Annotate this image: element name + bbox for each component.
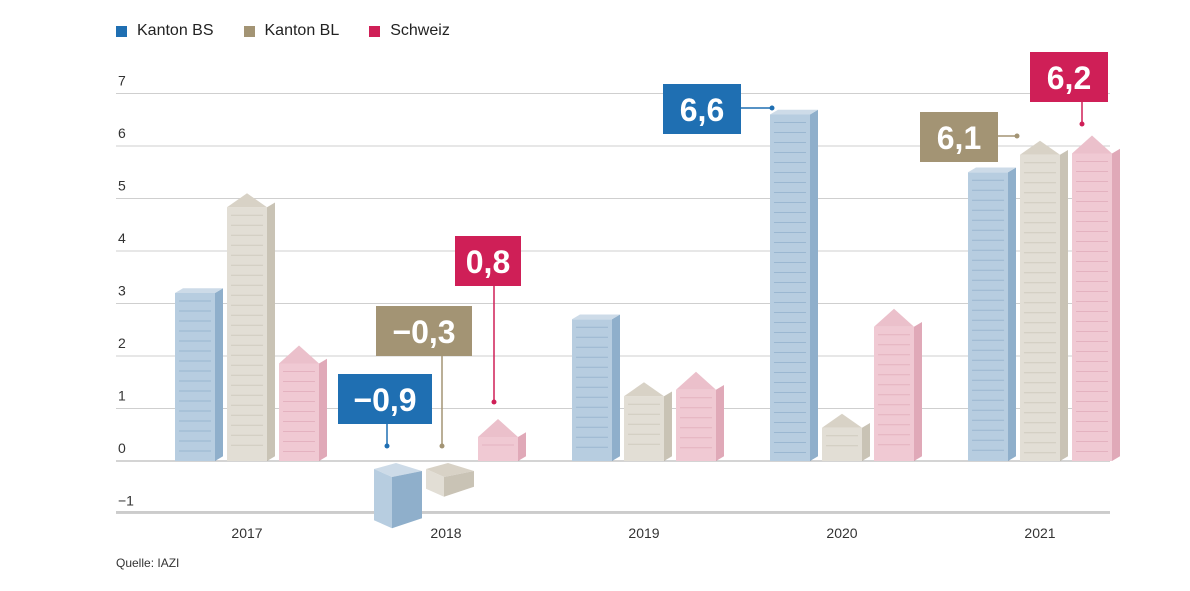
bar-side xyxy=(319,358,327,461)
bar xyxy=(968,172,1008,461)
data-label-box xyxy=(920,112,998,162)
data-label: 6,6 xyxy=(680,92,724,128)
data-label-dot xyxy=(769,105,775,111)
y-tick-label: 5 xyxy=(118,178,126,194)
x-tick-label: 2019 xyxy=(628,525,659,541)
legend-item-kanton-bl: Kanton BL xyxy=(243,22,340,40)
data-label: 0,8 xyxy=(466,244,510,280)
x-tick-label: 2017 xyxy=(231,525,262,541)
legend-swatch-schweiz xyxy=(369,25,381,37)
data-label: −0,9 xyxy=(353,382,416,418)
bar xyxy=(279,363,319,461)
bar xyxy=(426,469,444,497)
source-note: Quelle: IAZI xyxy=(116,556,180,570)
legend-label-kanton-bs: Kanton BS xyxy=(137,22,214,39)
bar xyxy=(1072,153,1112,461)
bar-roof xyxy=(572,314,620,320)
legend-label-kanton-bl: Kanton BL xyxy=(264,22,340,39)
bar-roof xyxy=(968,167,1016,173)
bar-roof xyxy=(770,109,818,115)
bar-roof xyxy=(175,288,223,293)
bar xyxy=(374,469,392,529)
bar-roof xyxy=(822,413,862,428)
y-tick-label: 2 xyxy=(118,335,126,351)
bar-side xyxy=(392,471,422,529)
bar xyxy=(478,437,518,461)
bar xyxy=(572,319,612,461)
legend: Kanton BS Kanton BL Schweiz xyxy=(116,22,450,40)
bar-side xyxy=(1112,148,1120,461)
data-label-box xyxy=(663,84,741,134)
bar-roof xyxy=(1072,135,1112,154)
y-tick-label: 7 xyxy=(118,73,126,89)
legend-item-schweiz: Schweiz xyxy=(369,22,450,40)
data-label-box xyxy=(376,306,472,356)
bar-side xyxy=(664,391,672,461)
data-label: 6,1 xyxy=(937,120,981,156)
bar xyxy=(822,427,862,461)
bar-side xyxy=(518,432,526,461)
bar-roof xyxy=(227,193,267,208)
y-tick-label: 1 xyxy=(118,388,126,404)
data-label: 6,2 xyxy=(1047,60,1091,96)
data-label-box xyxy=(455,236,521,286)
bar xyxy=(874,326,914,461)
bar xyxy=(227,207,267,461)
legend-item-kanton-bs: Kanton BS xyxy=(116,22,214,40)
bar-top-face xyxy=(374,463,422,477)
y-tick-label: 6 xyxy=(118,125,126,141)
bar xyxy=(676,389,716,461)
x-tick-label: 2018 xyxy=(430,525,461,541)
bar xyxy=(1020,154,1060,461)
data-label: −0,3 xyxy=(392,314,455,350)
bar-roof xyxy=(624,382,664,397)
legend-label-schweiz: Schweiz xyxy=(390,22,450,39)
data-label-dot xyxy=(384,443,390,449)
y-tick-label: −1 xyxy=(118,493,134,509)
bar-side xyxy=(810,109,818,461)
data-label-dot xyxy=(491,399,497,405)
bar-roof xyxy=(279,345,319,364)
bar-roof xyxy=(1020,140,1060,155)
data-label-box xyxy=(1030,52,1108,102)
bar xyxy=(770,114,810,461)
bar-side xyxy=(716,384,724,461)
y-tick-label: 3 xyxy=(118,283,126,299)
y-tick-label: 4 xyxy=(118,230,126,246)
legend-swatch-kanton-bs xyxy=(116,25,127,37)
data-label-dot xyxy=(1079,121,1085,127)
bar-side xyxy=(1060,149,1068,461)
data-label-dot xyxy=(1014,133,1020,139)
bar-side xyxy=(1008,167,1016,461)
bar-roof xyxy=(478,419,518,437)
y-tick-label: 0 xyxy=(118,440,126,456)
bar-top-face xyxy=(426,463,474,477)
bar xyxy=(624,396,664,461)
bar xyxy=(175,293,215,461)
bar-side xyxy=(862,422,870,461)
bar-roof xyxy=(874,308,914,327)
bar-side xyxy=(612,314,620,461)
bar-roof xyxy=(676,371,716,390)
bar-side xyxy=(914,321,922,461)
bar-side xyxy=(215,288,223,461)
x-tick-label: 2020 xyxy=(826,525,857,541)
bar-side xyxy=(444,471,474,497)
data-label-dot xyxy=(439,443,445,449)
legend-swatch-kanton-bl xyxy=(243,25,255,37)
bar-side xyxy=(267,202,275,461)
data-label-box xyxy=(338,374,432,424)
x-tick-label: 2021 xyxy=(1024,525,1055,541)
